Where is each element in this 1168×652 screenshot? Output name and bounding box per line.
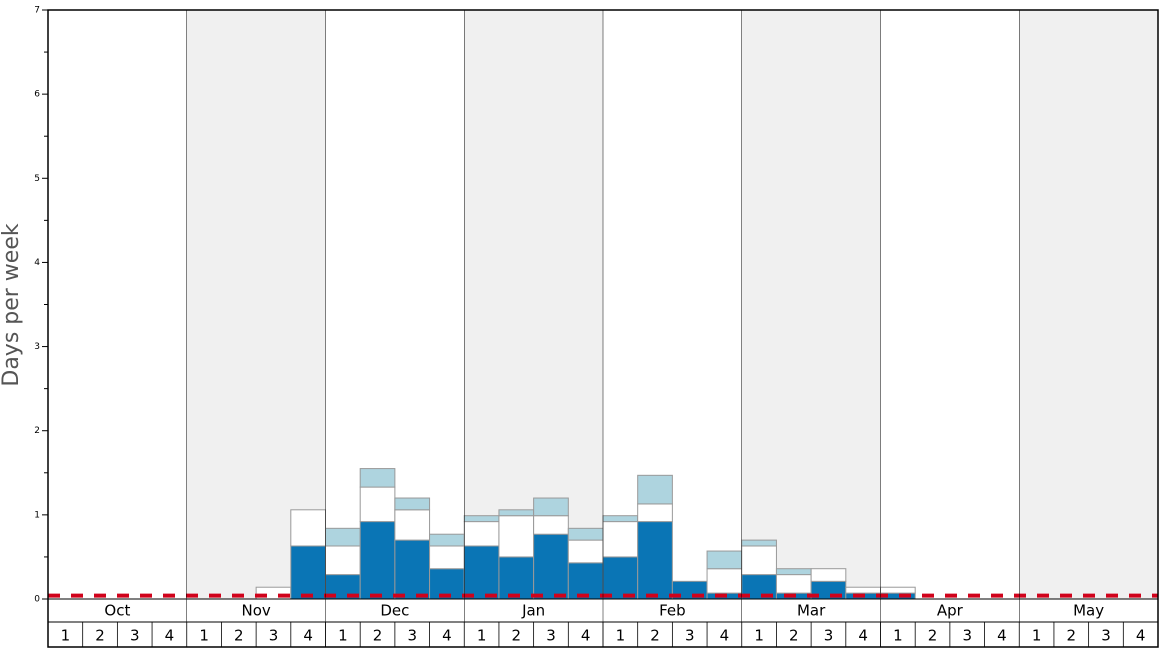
bar-segment bbox=[775, 574, 812, 594]
bar-segment bbox=[567, 562, 604, 600]
bar-segment bbox=[602, 515, 639, 523]
bar-segment bbox=[602, 556, 639, 600]
x-tick-label: 2 bbox=[512, 627, 522, 645]
bar-segment bbox=[290, 545, 326, 600]
bar-segment bbox=[359, 521, 396, 600]
bar-segment bbox=[429, 545, 465, 570]
bar-segment bbox=[637, 503, 673, 523]
month-label: Feb bbox=[659, 602, 686, 620]
x-tick-label: 1 bbox=[1032, 627, 1042, 645]
bar-segment bbox=[394, 497, 431, 511]
x-tick-label: 4 bbox=[858, 627, 868, 645]
x-tick-label: 3 bbox=[269, 627, 279, 645]
bar-segment bbox=[741, 545, 777, 576]
x-tick-label: 3 bbox=[407, 627, 417, 645]
bar-segment bbox=[533, 497, 569, 517]
month-band bbox=[186, 10, 326, 599]
bar-segment bbox=[602, 521, 639, 558]
x-tick-label: 4 bbox=[997, 627, 1007, 645]
bar-segment bbox=[325, 527, 361, 547]
bar-segment bbox=[325, 545, 361, 576]
x-tick-label: 4 bbox=[1136, 627, 1146, 645]
x-tick-label: 1 bbox=[338, 627, 348, 645]
x-tick-label: 2 bbox=[95, 627, 105, 645]
bar-segment bbox=[533, 533, 569, 600]
x-tick-label: 2 bbox=[1067, 627, 1077, 645]
bar-segment bbox=[463, 521, 500, 547]
y-tick-label: 5 bbox=[34, 174, 40, 184]
bar-segment bbox=[394, 539, 431, 600]
bar-segment bbox=[845, 586, 881, 594]
month-label: Oct bbox=[104, 602, 130, 620]
bar-segment bbox=[498, 509, 535, 517]
y-tick-label: 0 bbox=[34, 595, 40, 605]
x-tick-label: 2 bbox=[373, 627, 383, 645]
bar-segment bbox=[706, 550, 743, 570]
month-label: Nov bbox=[241, 602, 270, 620]
bar-segment bbox=[290, 509, 326, 547]
y-tick-label: 6 bbox=[34, 90, 40, 100]
y-tick-label: 3 bbox=[34, 342, 40, 352]
bar-segment bbox=[775, 568, 812, 576]
bar-segment bbox=[359, 468, 396, 488]
x-tick-label: 3 bbox=[962, 627, 972, 645]
bar-segment bbox=[394, 509, 431, 541]
x-tick-label: 3 bbox=[1101, 627, 1111, 645]
bar-segment bbox=[706, 568, 743, 594]
bar-segment bbox=[359, 486, 396, 523]
month-label: May bbox=[1073, 602, 1104, 620]
x-tick-label: 1 bbox=[754, 627, 764, 645]
x-tick-label: 1 bbox=[893, 627, 903, 645]
x-tick-label: 4 bbox=[581, 627, 591, 645]
month-band bbox=[1019, 10, 1158, 599]
bar-segment bbox=[637, 521, 673, 600]
bar-segment bbox=[637, 474, 673, 505]
x-tick-label: 3 bbox=[546, 627, 556, 645]
bar-segment bbox=[741, 539, 777, 547]
bar-segment bbox=[567, 527, 604, 541]
bar-segment bbox=[463, 515, 500, 523]
bar-segment bbox=[498, 515, 535, 558]
x-tick-label: 1 bbox=[477, 627, 487, 645]
x-tick-label: 2 bbox=[928, 627, 938, 645]
month-label: Apr bbox=[937, 602, 964, 620]
x-tick-label: 4 bbox=[165, 627, 175, 645]
y-tick-label: 4 bbox=[34, 258, 40, 268]
x-tick-label: 2 bbox=[234, 627, 244, 645]
bar-segment bbox=[498, 556, 535, 600]
x-tick-label: 3 bbox=[130, 627, 140, 645]
bar-segment bbox=[810, 568, 847, 582]
month-label: Mar bbox=[797, 602, 826, 620]
y-axis-label: Days per week bbox=[0, 223, 24, 386]
bar-segment bbox=[533, 515, 569, 535]
x-tick-label: 4 bbox=[442, 627, 452, 645]
x-tick-label: 1 bbox=[199, 627, 209, 645]
y-tick-label: 1 bbox=[34, 510, 40, 520]
x-tick-label: 1 bbox=[616, 627, 626, 645]
y-tick-label: 2 bbox=[34, 426, 40, 436]
x-tick-label: 3 bbox=[685, 627, 695, 645]
y-tick-label: 7 bbox=[34, 6, 40, 16]
month-label: Jan bbox=[521, 602, 545, 620]
x-tick-label: 4 bbox=[720, 627, 730, 645]
x-tick-label: 4 bbox=[303, 627, 313, 645]
bar-segment bbox=[880, 586, 916, 594]
month-label: Dec bbox=[380, 602, 409, 620]
bar-segment bbox=[567, 539, 604, 564]
bar-segment bbox=[429, 533, 465, 547]
month-band bbox=[741, 10, 881, 599]
x-tick-label: 1 bbox=[61, 627, 71, 645]
bar-segment bbox=[463, 545, 500, 600]
x-tick-label: 2 bbox=[650, 627, 660, 645]
x-tick-label: 2 bbox=[789, 627, 799, 645]
x-tick-label: 3 bbox=[824, 627, 834, 645]
